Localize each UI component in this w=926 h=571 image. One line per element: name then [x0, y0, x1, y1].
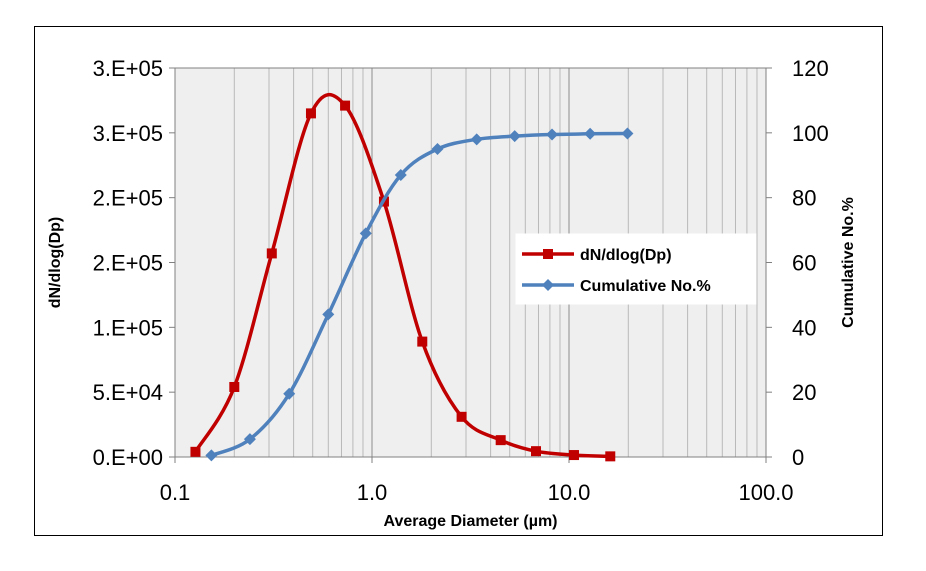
- data-point: [243, 433, 256, 446]
- y-axis-title: dN/dlog(Dp): [47, 217, 64, 309]
- legend-label: dN/dlog(Dp): [580, 247, 672, 264]
- data-point: [605, 451, 616, 462]
- data-point: [283, 387, 296, 400]
- y2-axis-title: Cumulative No.%: [840, 197, 857, 328]
- y2-tick-label: 40: [792, 315, 816, 340]
- x-tick-label: 10.0: [548, 480, 591, 505]
- y-tick-label: 2.E+05: [93, 186, 163, 211]
- legend-box: [515, 233, 757, 305]
- data-point: [417, 336, 428, 347]
- x-tick-label: 0.1: [160, 480, 191, 505]
- y2-tick-label: 20: [792, 380, 816, 405]
- data-point: [305, 108, 316, 119]
- y2-tick-label: 60: [792, 251, 816, 276]
- data-point: [205, 449, 218, 462]
- data-point: [359, 227, 372, 240]
- data-point: [584, 127, 597, 140]
- y-tick-label: 2.E+05: [93, 251, 163, 276]
- data-point: [470, 133, 483, 146]
- data-point: [456, 411, 467, 422]
- x-tick-label: 1.0: [357, 480, 388, 505]
- data-point: [508, 130, 521, 143]
- x-axis-title: Average Diameter (µm): [383, 513, 557, 530]
- y-tick-label: 5.E+04: [93, 380, 163, 405]
- data-point: [266, 248, 277, 259]
- series-dndlogdp: [190, 92, 616, 462]
- series-cumulative: [205, 127, 634, 462]
- data-point: [621, 127, 634, 140]
- data-point: [531, 446, 542, 457]
- data-point: [322, 308, 335, 321]
- y-tick-label: 1.E+05: [93, 315, 163, 340]
- data-point: [568, 450, 579, 461]
- data-point: [394, 168, 407, 181]
- x-tick-label: 100.0: [738, 480, 793, 505]
- data-point: [431, 143, 444, 156]
- y-tick-label: 3.E+05: [93, 56, 163, 81]
- data-point: [340, 100, 351, 111]
- y2-tick-label: 100: [792, 121, 829, 146]
- data-point: [190, 446, 201, 457]
- legend-swatch-marker: [542, 279, 554, 291]
- data-point: [546, 128, 559, 141]
- y2-tick-label: 0: [792, 445, 804, 470]
- data-point: [495, 435, 506, 446]
- y-tick-label: 0.E+00: [93, 445, 163, 470]
- y2-tick-label: 80: [792, 186, 816, 211]
- legend: dN/dlog(Dp) Cumulative No.%: [515, 233, 757, 305]
- y-tick-label: 3.E+05: [93, 121, 163, 146]
- data-point: [229, 381, 240, 392]
- y2-tick-label: 120: [792, 56, 829, 81]
- legend-swatch-marker: [543, 249, 553, 259]
- legend-label: Cumulative No.%: [580, 278, 711, 295]
